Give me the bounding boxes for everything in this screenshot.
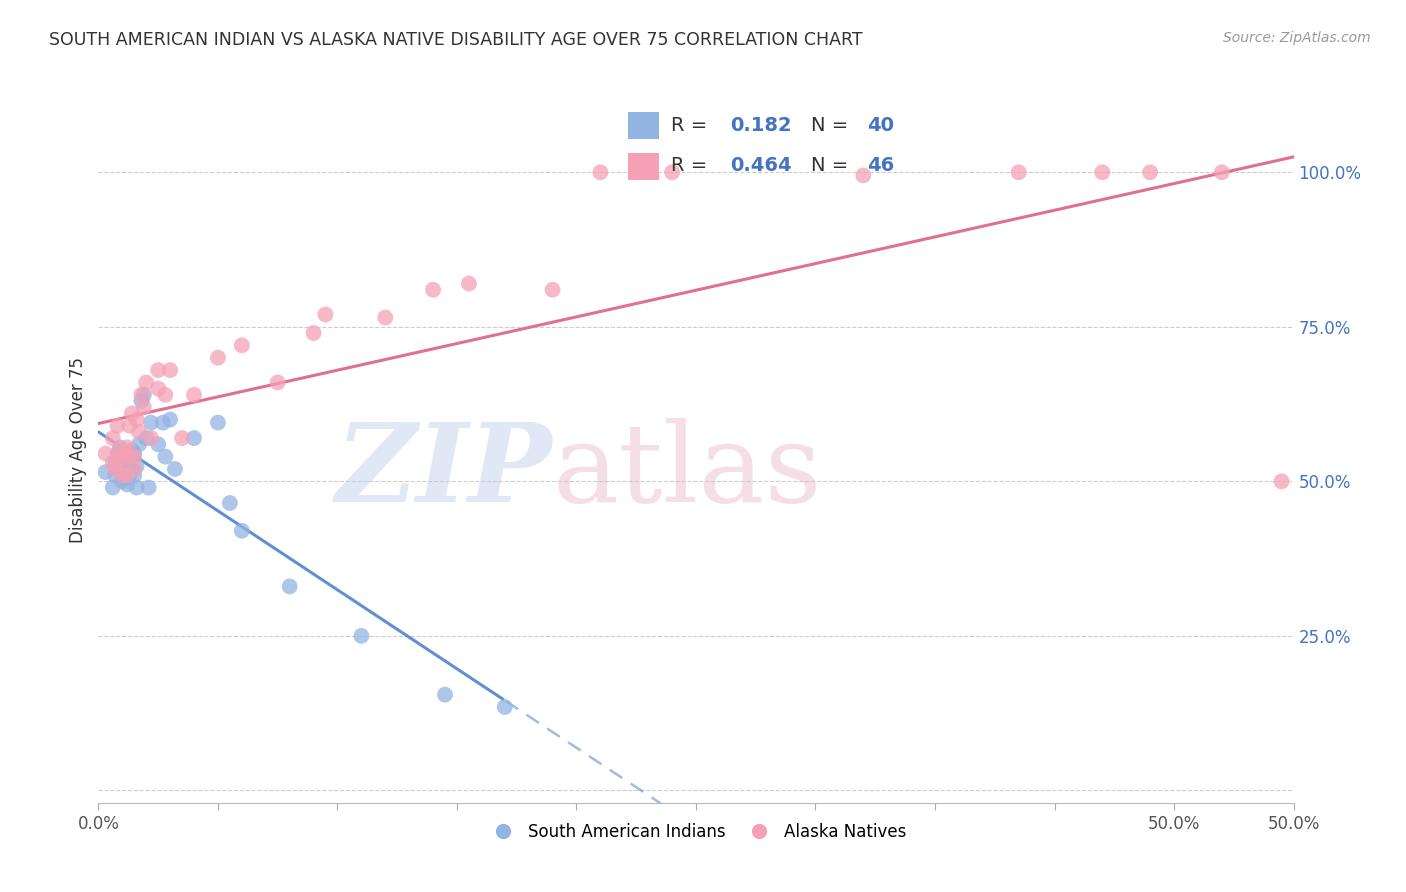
Point <box>104 468 127 483</box>
Point <box>131 388 153 402</box>
Point <box>128 437 150 451</box>
Point <box>107 446 129 460</box>
Y-axis label: Disability Age Over 75: Disability Age Over 75 <box>69 358 87 543</box>
Point <box>125 412 148 426</box>
Point <box>111 475 134 489</box>
Point <box>589 165 612 179</box>
Point <box>1211 165 1233 179</box>
Point <box>267 376 290 390</box>
Point <box>124 462 146 476</box>
Point <box>104 462 127 476</box>
Text: ZIP: ZIP <box>336 417 553 525</box>
Point <box>163 462 186 476</box>
Point <box>1091 165 1114 179</box>
Point <box>125 458 148 473</box>
Point <box>1139 165 1161 179</box>
Point <box>159 412 181 426</box>
Point <box>108 441 131 455</box>
Point <box>278 579 301 593</box>
Point <box>661 165 683 179</box>
Point <box>121 462 143 476</box>
Point <box>115 477 138 491</box>
Point <box>1008 165 1031 179</box>
Point <box>183 431 205 445</box>
Point <box>124 446 146 460</box>
Point <box>111 465 134 479</box>
Point <box>374 310 396 325</box>
Point <box>94 446 117 460</box>
Point <box>434 688 457 702</box>
Point <box>139 431 162 445</box>
Point <box>139 416 162 430</box>
Point <box>152 416 174 430</box>
Point <box>207 416 229 430</box>
Point <box>172 431 194 445</box>
Point <box>155 450 177 464</box>
Point <box>101 431 124 445</box>
Point <box>94 465 117 479</box>
Point <box>118 468 141 483</box>
Point <box>114 456 136 470</box>
Point <box>135 376 157 390</box>
Point <box>132 388 155 402</box>
Point <box>302 326 325 340</box>
Point <box>121 406 143 420</box>
Point <box>315 308 337 322</box>
Point <box>115 462 138 476</box>
Point <box>1271 475 1294 489</box>
Point <box>131 394 153 409</box>
Point <box>104 456 127 470</box>
Point <box>111 452 134 467</box>
Point <box>148 382 170 396</box>
Point <box>159 363 181 377</box>
Point <box>101 456 124 470</box>
Point <box>541 283 564 297</box>
Point <box>852 169 875 183</box>
Text: Source: ZipAtlas.com: Source: ZipAtlas.com <box>1223 31 1371 45</box>
Point <box>231 338 253 352</box>
Point <box>183 388 205 402</box>
Point <box>135 431 157 445</box>
Legend: South American Indians, Alaska Natives: South American Indians, Alaska Natives <box>479 816 912 847</box>
Point <box>114 446 136 460</box>
Point <box>138 481 160 495</box>
Point <box>148 363 170 377</box>
Point <box>148 437 170 451</box>
Text: atlas: atlas <box>553 418 823 525</box>
Point <box>124 450 146 464</box>
Point <box>107 450 129 464</box>
Point <box>155 388 177 402</box>
Point <box>107 418 129 433</box>
Point <box>350 629 373 643</box>
Point <box>219 496 242 510</box>
Point <box>118 450 141 464</box>
Point <box>118 418 141 433</box>
Point <box>121 443 143 458</box>
Point <box>115 468 138 483</box>
Point <box>124 468 146 483</box>
Point <box>125 481 148 495</box>
Point <box>115 441 138 455</box>
Point <box>108 443 131 458</box>
Point <box>132 400 155 414</box>
Point <box>111 468 134 483</box>
Point <box>128 425 150 439</box>
Point <box>458 277 481 291</box>
Point <box>108 462 131 476</box>
Point <box>118 452 141 467</box>
Point <box>422 283 444 297</box>
Point <box>231 524 253 538</box>
Text: SOUTH AMERICAN INDIAN VS ALASKA NATIVE DISABILITY AGE OVER 75 CORRELATION CHART: SOUTH AMERICAN INDIAN VS ALASKA NATIVE D… <box>49 31 863 49</box>
Point <box>207 351 229 365</box>
Point <box>494 700 516 714</box>
Point <box>114 471 136 485</box>
Point <box>101 481 124 495</box>
